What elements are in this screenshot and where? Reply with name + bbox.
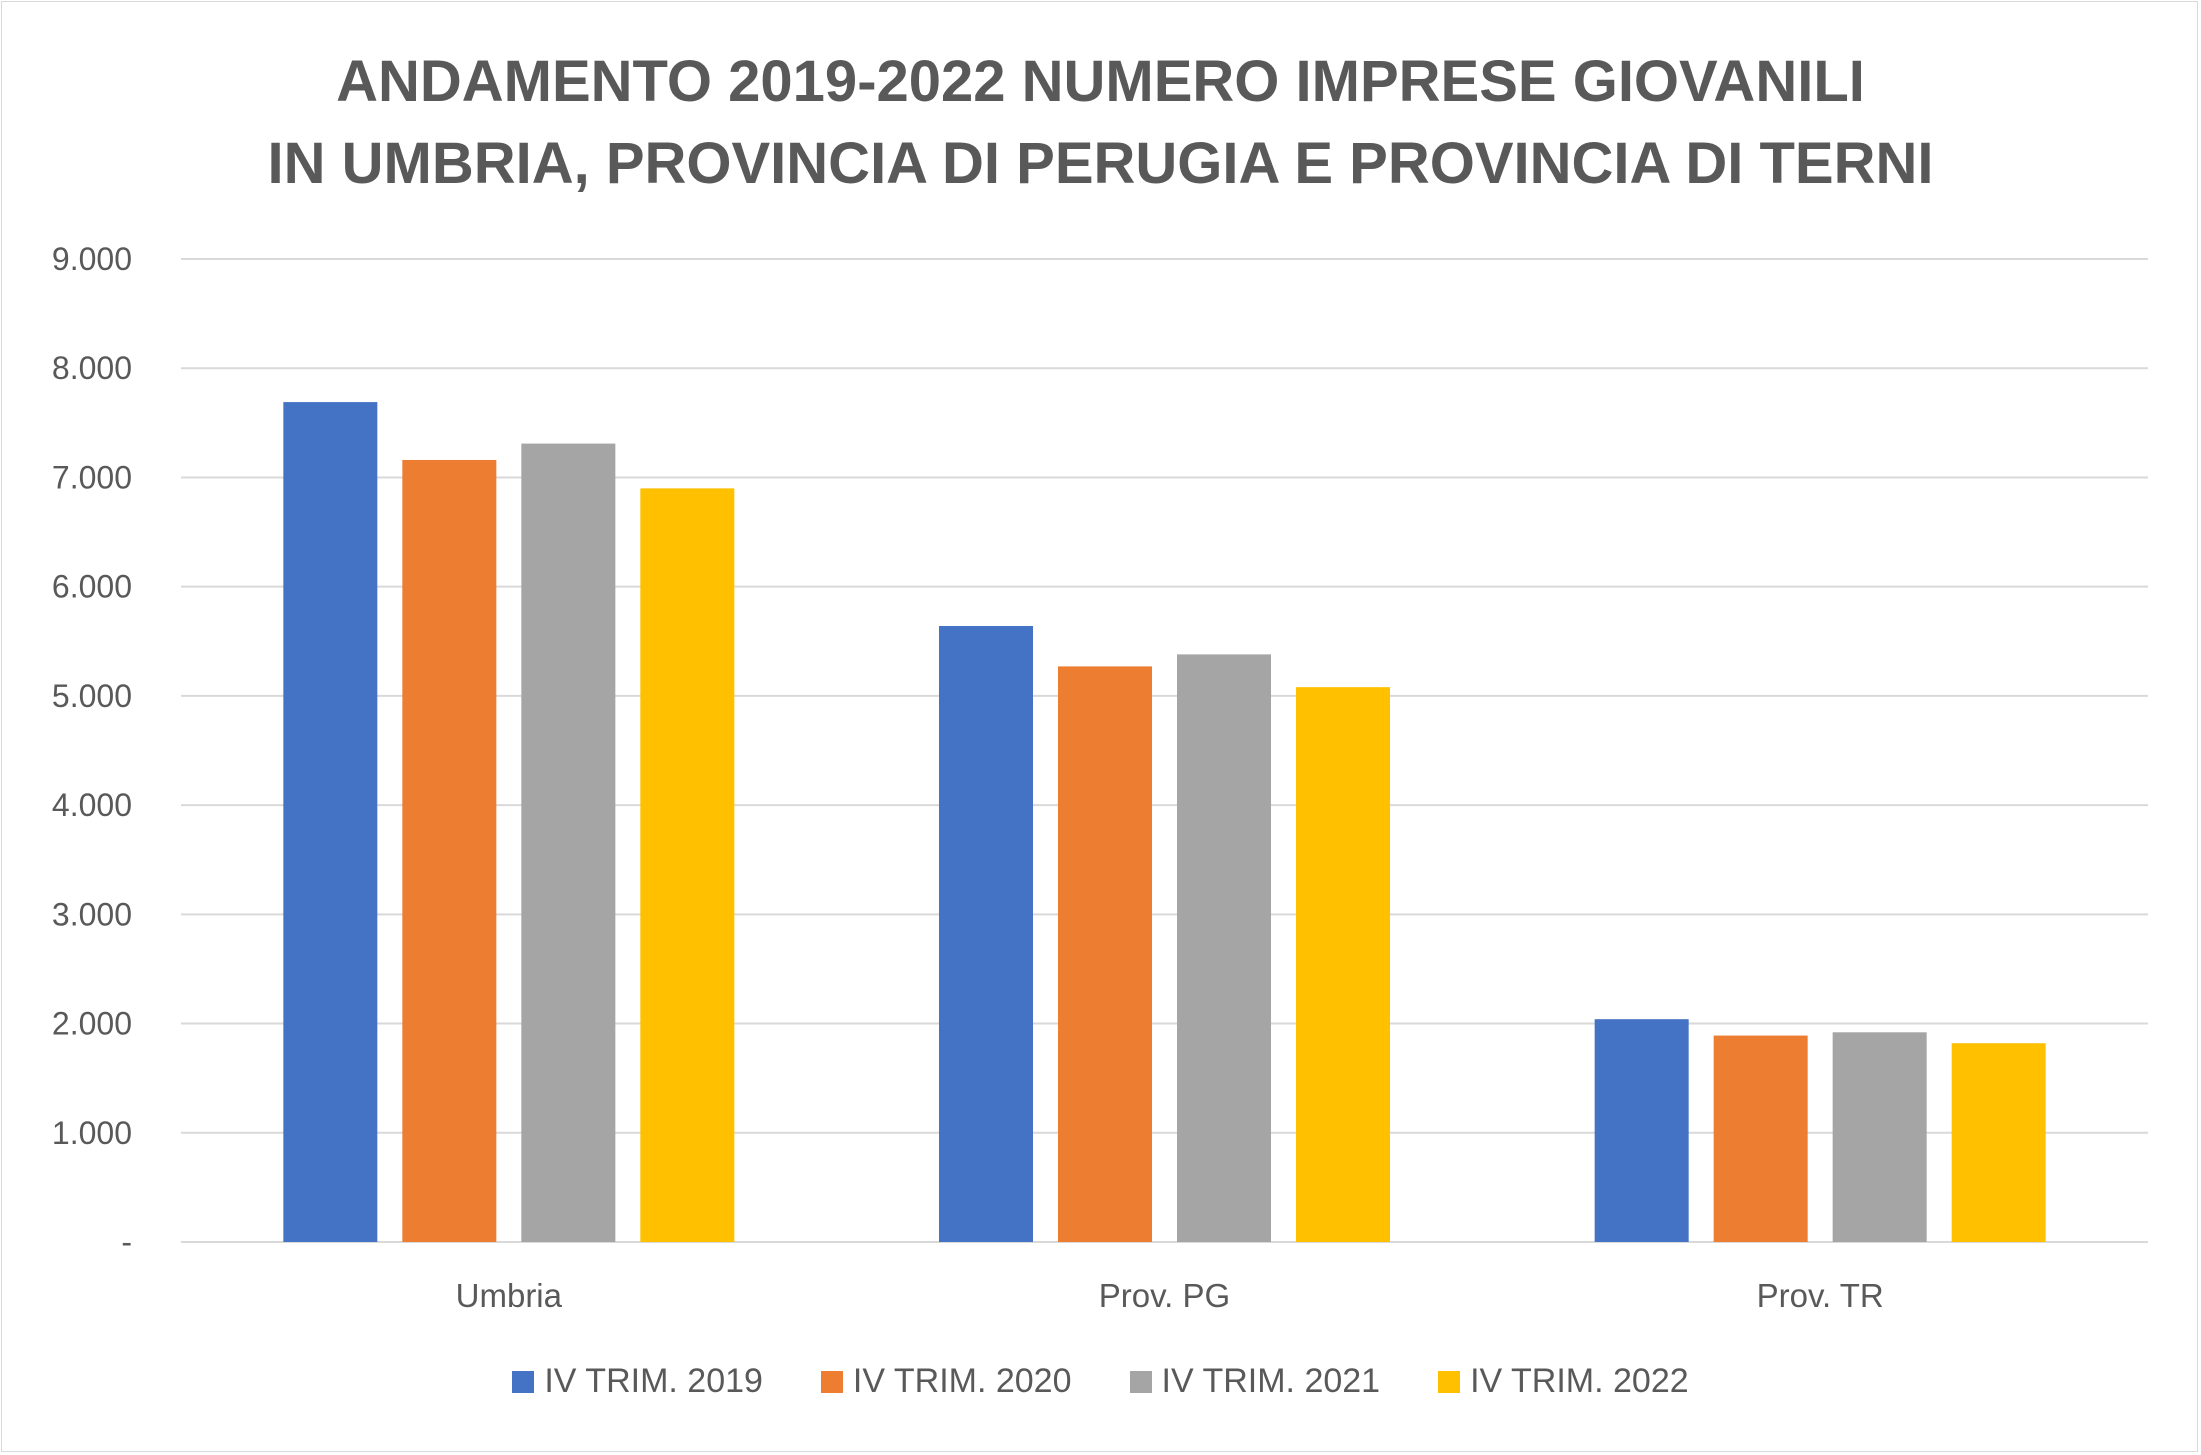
x-tick-label: Umbria bbox=[456, 1277, 563, 1314]
x-tick-label: Prov. PG bbox=[1099, 1277, 1230, 1314]
bar bbox=[1177, 654, 1271, 1242]
legend-label: IV TRIM. 2020 bbox=[852, 1362, 1072, 1400]
chart-title-line-1: ANDAMENTO 2019-2022 NUMERO IMPRESE GIOVA… bbox=[336, 49, 1865, 114]
y-tick-label: 3.000 bbox=[52, 896, 132, 932]
chart-title-line-2: IN UMBRIA, PROVINCIA DI PERUGIA E PROVIN… bbox=[267, 131, 1934, 196]
bar bbox=[1713, 1035, 1808, 1242]
legend-swatch bbox=[1438, 1370, 1461, 1393]
legend-label: IV TRIM. 2021 bbox=[1161, 1362, 1381, 1400]
y-tick-label: 9.000 bbox=[52, 241, 132, 277]
bar bbox=[521, 443, 616, 1242]
bar bbox=[1832, 1032, 1927, 1242]
y-tick-label: 1.000 bbox=[52, 1115, 132, 1151]
legend-label: IV TRIM. 2019 bbox=[544, 1362, 763, 1400]
legend-swatch bbox=[820, 1370, 843, 1393]
x-tick-label: Prov. TR bbox=[1757, 1277, 1884, 1314]
y-tick-label: 6.000 bbox=[52, 569, 132, 605]
chart-legend: IV TRIM. 2019 IV TRIM. 2020 IV TRIM. 2021 I… bbox=[0, 1362, 2201, 1401]
legend-item: IV TRIM. 2021 bbox=[1129, 1362, 1381, 1401]
legend-swatch bbox=[1129, 1370, 1152, 1393]
bar bbox=[1058, 666, 1152, 1242]
legend-label: IV TRIM. 2022 bbox=[1470, 1362, 1689, 1400]
legend-item: IV TRIM. 2022 bbox=[1438, 1362, 1689, 1401]
y-tick-label: 4.000 bbox=[52, 787, 132, 823]
y-tick-label: 7.000 bbox=[52, 459, 132, 495]
bar bbox=[283, 402, 378, 1242]
y-tick-label: - bbox=[121, 1224, 132, 1260]
bar bbox=[1296, 687, 1390, 1242]
legend-item: IV TRIM. 2020 bbox=[820, 1362, 1072, 1401]
y-tick-label: 2.000 bbox=[52, 1006, 132, 1042]
legend-item: IV TRIM. 2019 bbox=[512, 1362, 763, 1401]
bar bbox=[939, 625, 1033, 1242]
y-tick-label: 5.000 bbox=[52, 678, 132, 714]
bar bbox=[402, 459, 497, 1243]
bar bbox=[1594, 1019, 1689, 1242]
bar bbox=[640, 488, 735, 1242]
bar bbox=[1951, 1043, 2046, 1242]
legend-swatch bbox=[512, 1370, 535, 1393]
y-tick-label: 8.000 bbox=[52, 350, 132, 386]
